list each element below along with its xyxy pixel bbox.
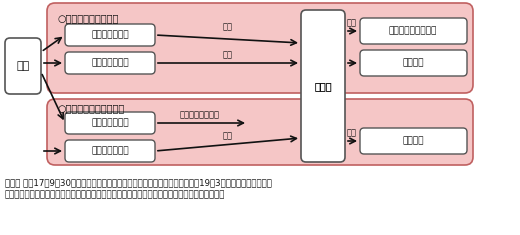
Text: 一時金として受給: 一時金として受給	[180, 110, 220, 119]
Text: 残余財産分配金: 残余財産分配金	[91, 118, 129, 128]
Text: 代行年金: 代行年金	[402, 137, 424, 145]
FancyBboxPatch shape	[65, 112, 155, 134]
Text: 基金: 基金	[16, 61, 30, 71]
Text: 代行年金: 代行年金	[402, 59, 424, 67]
Text: 給付: 給付	[347, 128, 357, 137]
Text: ○一時金を選択した場合: ○一時金を選択した場合	[58, 103, 125, 113]
FancyBboxPatch shape	[360, 128, 467, 154]
Text: （注） 平成17年9月30日までに解散した基金の解散基金加入員で、かつ、平成19年3月までに残余財産分配
金を連合会に移換した者に対しては「通算企業年金」ではな: （注） 平成17年9月30日までに解散した基金の解散基金加入員で、かつ、平成19…	[5, 178, 272, 200]
FancyBboxPatch shape	[47, 99, 473, 165]
Text: 通算企業年金（注）: 通算企業年金（注）	[389, 27, 437, 35]
Text: 最低責任準備金: 最低責任準備金	[91, 59, 129, 67]
Text: 納付: 納付	[223, 50, 233, 59]
Text: 最低責任準備金: 最低責任準備金	[91, 146, 129, 156]
Text: ○年金を選択した場合: ○年金を選択した場合	[58, 13, 120, 23]
FancyBboxPatch shape	[5, 38, 41, 94]
Text: 連合会: 連合会	[314, 81, 332, 91]
Text: 連合会: 連合会	[314, 81, 332, 91]
FancyBboxPatch shape	[47, 3, 473, 93]
FancyBboxPatch shape	[65, 24, 155, 46]
FancyBboxPatch shape	[65, 140, 155, 162]
FancyBboxPatch shape	[360, 18, 467, 44]
FancyBboxPatch shape	[65, 52, 155, 74]
Text: 残余財産分配金: 残余財産分配金	[91, 31, 129, 39]
FancyBboxPatch shape	[360, 50, 467, 76]
Text: 納付: 納付	[223, 131, 233, 140]
FancyBboxPatch shape	[301, 10, 345, 162]
Text: 給付: 給付	[347, 18, 357, 27]
Text: 移換: 移換	[223, 22, 233, 31]
